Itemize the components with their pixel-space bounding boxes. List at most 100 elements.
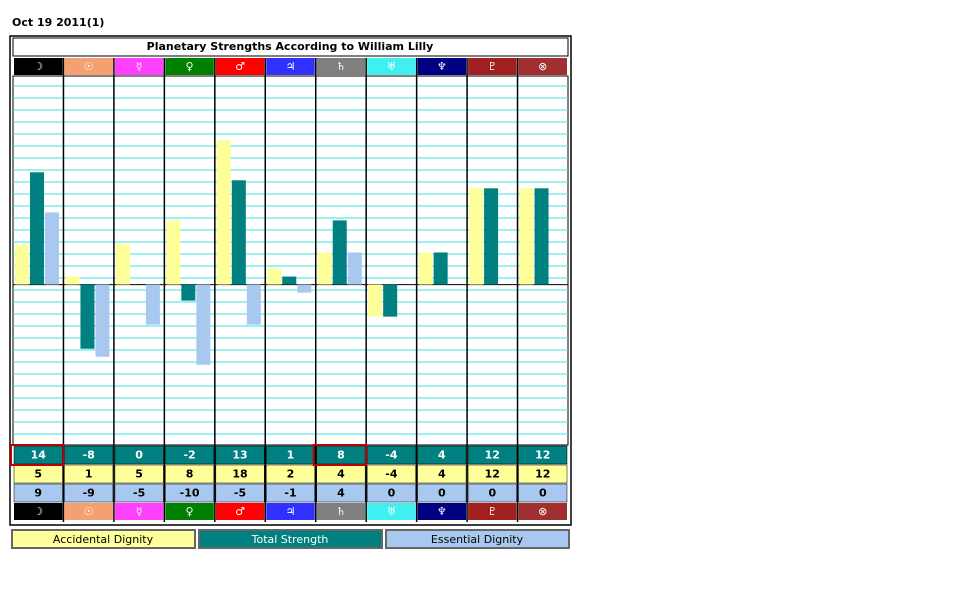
bar [317, 252, 332, 285]
table-cell [165, 464, 215, 484]
bar [484, 188, 499, 285]
bar [30, 172, 44, 285]
bar [418, 252, 433, 285]
bar [145, 284, 160, 325]
table-cell [114, 483, 164, 503]
table-value: -5 [234, 487, 246, 500]
bar [231, 180, 246, 285]
header-symbol: ⊗ [538, 60, 547, 73]
footer-symbol-cell [316, 503, 366, 520]
bar [166, 220, 181, 285]
legend-box [385, 529, 570, 549]
header-symbol: ☉ [84, 60, 94, 73]
table-value: 18 [232, 468, 247, 481]
footer-symbol-cell [64, 503, 113, 520]
header-symbol-cell [316, 58, 366, 75]
footer-symbol: ☉ [84, 505, 94, 518]
footer-symbol: ♅ [386, 505, 396, 518]
table-value: -5 [133, 487, 145, 500]
bar [534, 188, 549, 285]
table-cell [64, 464, 114, 484]
bar [246, 284, 261, 325]
table-cell [13, 483, 63, 503]
header-symbol-cell [165, 58, 214, 75]
header-symbol: ♇ [487, 60, 497, 73]
table-value: 14 [31, 449, 47, 462]
table-cell [215, 483, 265, 503]
legend-label: Accidental Dignity [53, 533, 154, 546]
footer-symbol-cell [266, 503, 315, 520]
table-value: 4 [438, 468, 446, 481]
bar [65, 276, 80, 285]
bar [80, 284, 95, 349]
table-cell [266, 483, 315, 503]
bar [297, 284, 312, 293]
table-value: 12 [485, 449, 500, 462]
footer-symbol: ♃ [286, 505, 296, 518]
bar [519, 188, 534, 285]
chart-title: Planetary Strengths According to William… [147, 40, 434, 53]
table-value: 12 [535, 468, 550, 481]
header-symbol-cell [367, 58, 416, 75]
table-cell [467, 483, 517, 503]
legend-box [198, 529, 383, 549]
table-cell [114, 445, 164, 465]
footer-symbol: ☿ [136, 505, 143, 518]
bar [347, 252, 362, 285]
bar [15, 244, 29, 285]
footer-symbol-cell [14, 503, 63, 520]
table-value: -4 [385, 468, 398, 481]
table-value: 4 [337, 487, 345, 500]
header-symbol: ☿ [136, 60, 143, 73]
footer-symbol-cell [468, 503, 517, 520]
table-value: -4 [385, 449, 398, 462]
table-value: -10 [180, 487, 200, 500]
bar [196, 284, 211, 365]
table-cell [366, 445, 416, 465]
table-value: 13 [232, 449, 247, 462]
table-value: 1 [85, 468, 93, 481]
footer-symbol: ♂ [235, 505, 245, 518]
bar [332, 220, 347, 285]
table-value: 5 [34, 468, 42, 481]
bar [181, 284, 196, 301]
table-cell [64, 483, 114, 503]
table-value: 12 [535, 449, 550, 462]
table-value: 4 [337, 468, 345, 481]
bar [383, 284, 398, 317]
table-value: 0 [388, 487, 396, 500]
footer-symbol-cell [518, 503, 567, 520]
table-cell [114, 464, 164, 484]
table-cell [266, 464, 315, 484]
header-symbol: ♂ [235, 60, 245, 73]
table-cell [215, 464, 265, 484]
bar [469, 188, 484, 285]
bar [267, 268, 282, 285]
date: Oct 19 2011(1) [12, 16, 104, 29]
table-cell [366, 464, 416, 484]
table-cell [165, 445, 215, 465]
header-symbol: ♄ [336, 60, 346, 73]
table-cell [366, 483, 416, 503]
table-cell [467, 445, 517, 465]
table-value: 0 [135, 449, 143, 462]
bar [95, 284, 110, 357]
header-symbol-cell [64, 58, 113, 75]
highlight-box [312, 444, 368, 466]
table-value: 2 [287, 468, 295, 481]
footer-symbol: ♀ [186, 505, 194, 518]
bar [368, 284, 383, 317]
table-value: -2 [183, 449, 195, 462]
footer-symbol-cell [114, 503, 164, 520]
header-symbol: ♀ [186, 60, 194, 73]
table-cell [417, 464, 467, 484]
header-symbol-cell [114, 58, 164, 75]
bar [216, 140, 231, 285]
header-symbol-cell [266, 58, 315, 75]
footer-symbol-cell [215, 503, 265, 520]
legend-box [11, 529, 196, 549]
table-cell [215, 445, 265, 465]
table-value: 8 [186, 468, 194, 481]
header-symbol: ☽ [33, 60, 43, 73]
header-symbol: ♅ [386, 60, 396, 73]
